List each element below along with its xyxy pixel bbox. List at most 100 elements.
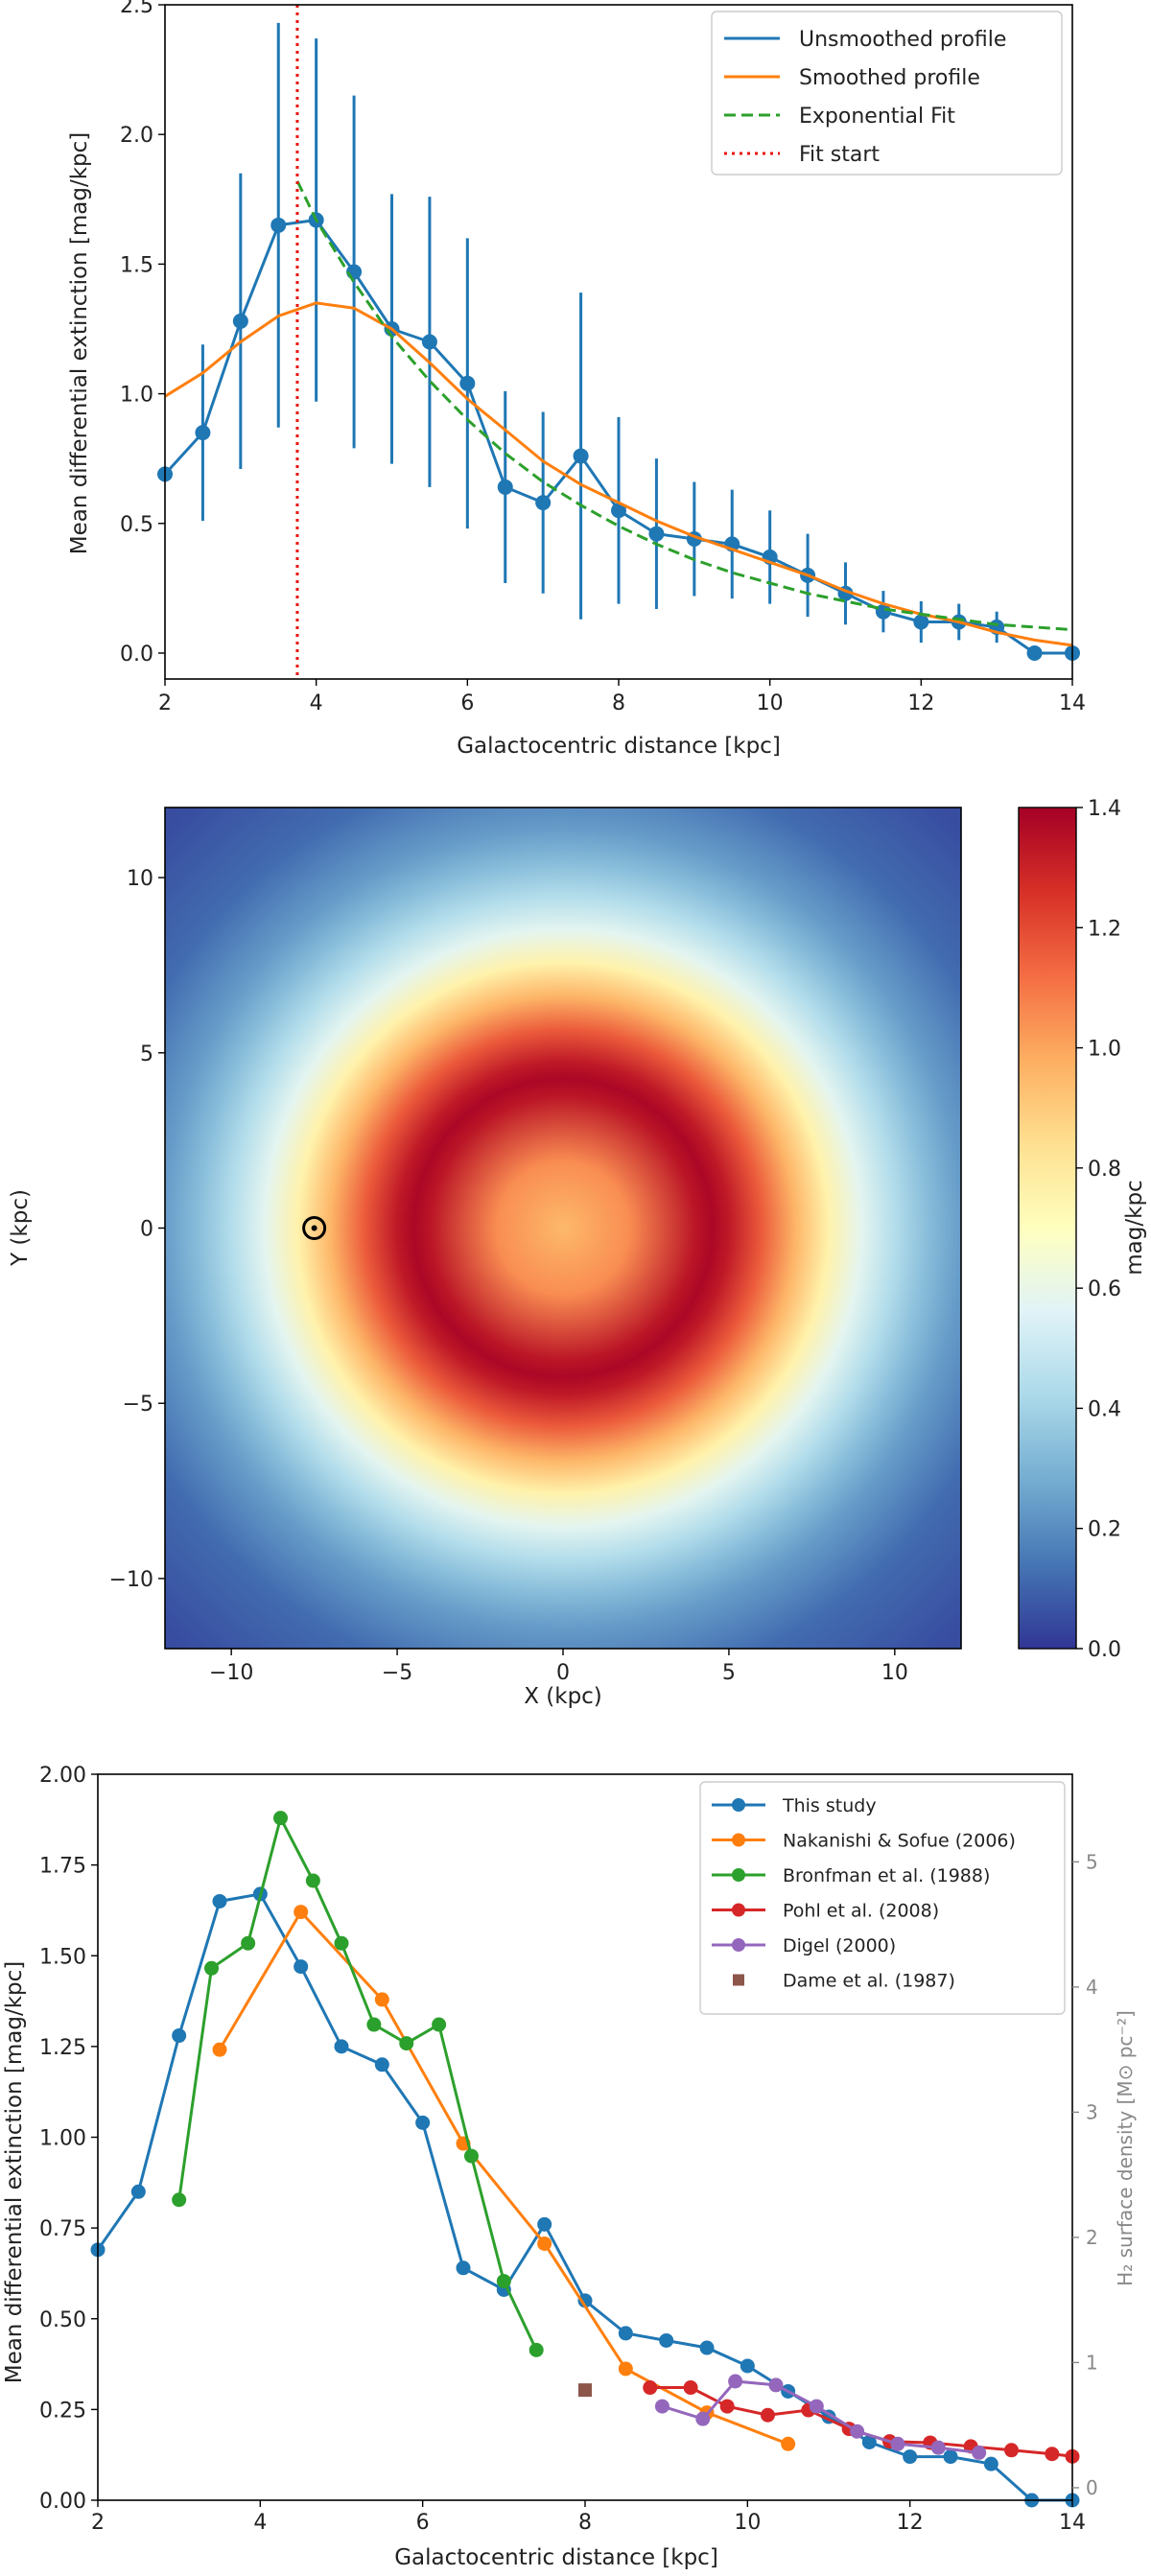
this-study-point — [577, 2293, 593, 2308]
x-tick-label: 10 — [757, 691, 784, 715]
comparison-legend: This study Nakanishi & Sofue (2006) Bronfm… — [699, 1781, 1066, 2015]
y-tick-label: 2.5 — [120, 0, 153, 18]
comparison-axes: 2 4 6 8 10 12 140.000.250.500.751.001.251.501.… — [39, 1764, 1098, 2535]
bronfman-et-al-1988-point — [334, 1935, 349, 1951]
legend-frame — [711, 11, 1063, 176]
right-y-tick-label: 1 — [1086, 2351, 1098, 2374]
this-study-point — [903, 2449, 918, 2465]
bronfman-et-al-1988-point — [496, 2274, 511, 2289]
y-tick-label: 0.50 — [39, 2308, 86, 2332]
dame-et-al-1987-point — [578, 2383, 592, 2398]
profile-chart: 2 4 6 8 10 12 14 0.0 0.5 1.0 1.5 2.0 2.5 Unsmoothed … — [67, 0, 1086, 759]
pohl-et-al-2008-point — [643, 2380, 658, 2396]
bronfman-et-al-1988-point — [432, 2017, 447, 2032]
bronfman-et-al-1988-point — [366, 2017, 382, 2032]
legend-pohl-et-al-2008-marker — [732, 1903, 745, 1917]
bronfman-et-al-1988-line — [177, 1814, 538, 2352]
digel-2000-point — [890, 2436, 905, 2451]
nakanishi-sofue-2006-point — [781, 2436, 796, 2451]
legend-nakanishi-sofue-2006-marker — [732, 1833, 745, 1847]
x-tick-label: 5 — [722, 1661, 736, 1685]
bronfman-et-al-1988-point — [204, 1960, 220, 1976]
legend-smoothed-profile-label: Smoothed profile — [799, 66, 980, 90]
colorbar-tick-label: 0.8 — [1088, 1158, 1121, 1182]
nakanishi-sofue-2006-point — [537, 2236, 552, 2251]
unsmoothed-profile-point — [573, 448, 589, 464]
exponential-fit-line — [295, 180, 1073, 632]
this-study-point — [740, 2358, 755, 2374]
colorbar — [1018, 807, 1077, 1650]
pohl-et-al-2008-point — [719, 2399, 735, 2414]
unsmoothed-profile-point — [459, 375, 476, 391]
right-y-tick-label: 4 — [1086, 1976, 1098, 1999]
pohl-et-al-2008-point — [1004, 2443, 1019, 2458]
this-study-point — [456, 2260, 471, 2276]
x-tick-label: 12 — [897, 2511, 924, 2535]
y-tick-label: 2.0 — [120, 124, 153, 148]
legend-unsmoothed-profile-label: Unsmoothed profile — [799, 28, 1006, 52]
y-tick-label: 0.00 — [39, 2490, 86, 2514]
y-tick-label: 0.5 — [120, 513, 153, 537]
nakanishi-sofue-2006-point — [618, 2361, 633, 2377]
map-y-axis-label: Y (kpc) — [8, 1189, 33, 1267]
x-tick-label: 2 — [91, 2511, 105, 2535]
x-tick-label: 12 — [907, 691, 934, 715]
this-study-point — [415, 2115, 431, 2130]
x-tick-label: 8 — [578, 2511, 592, 2535]
legend-dame-et-al-1987-label: Dame et al. (1987) — [783, 1971, 955, 1992]
this-study-point — [943, 2449, 958, 2465]
profile-legend: Unsmoothed profile Smoothed profile Expone… — [711, 11, 1063, 176]
digel-2000-point — [728, 2374, 743, 2389]
x-tick-label: −5 — [382, 1661, 412, 1685]
sun-marker-dot — [311, 1225, 317, 1231]
legend-exponential-fit-label: Exponential Fit — [799, 105, 955, 129]
pohl-et-al-2008-point — [683, 2380, 698, 2396]
pohl-et-al-2008-point — [1045, 2447, 1060, 2462]
digel-2000-point — [654, 2399, 669, 2414]
digel-2000-point — [809, 2399, 824, 2414]
extinction-map-chart: −10 −5 0 5 10 10 5 0 −5 −10 1.4 1.2 1.0 0.8 0.6 0.4 0.2… — [8, 797, 1147, 1709]
colorbar-tick-label: 1.4 — [1088, 797, 1121, 821]
colorbar-label: mag/kpc — [1122, 1180, 1147, 1275]
this-study-point — [699, 2340, 715, 2355]
nakanishi-sofue-2006-line — [218, 1909, 789, 2446]
profile-plot-area — [157, 5, 1080, 679]
unsmoothed-profile-point — [195, 425, 211, 441]
y-tick-label: 1.5 — [120, 253, 153, 277]
x-tick-label: 2 — [158, 691, 172, 715]
y-tick-label: 0.0 — [120, 643, 153, 667]
legend-bronfman-et-al-1988-marker — [732, 1868, 745, 1882]
colorbar-tick-label: 1.2 — [1088, 917, 1121, 941]
digel-2000-point — [768, 2377, 784, 2393]
x-tick-label: 0 — [556, 1661, 570, 1685]
comparison-y-axis-label: Mean differential extinction [mag/kpc] — [2, 1961, 27, 2384]
bronfman-et-al-1988-point — [305, 1873, 320, 1888]
profile-axes: 2 4 6 8 10 12 14 0.0 0.5 1.0 1.5 2.0 2.5 — [120, 0, 1086, 715]
profile-y-axis-label: Mean differential extinction [mag/kpc] — [67, 132, 92, 555]
unsmoothed-profile-point — [535, 495, 552, 511]
comparison-right-axis-label: H₂ surface density [M⊙ pc⁻²] — [1114, 2010, 1137, 2286]
legend-this-study-marker — [732, 1798, 745, 1812]
comparison-x-axis-label: Galactocentric distance [kpc] — [394, 2545, 718, 2570]
bronfman-et-al-1988-point — [241, 1935, 256, 1951]
unsmoothed-profile-point — [270, 217, 287, 233]
y-tick-label: 1.00 — [39, 2127, 86, 2151]
nakanishi-sofue-2006-point — [374, 1992, 389, 2007]
x-tick-label: 4 — [310, 691, 323, 715]
right-y-tick-label: 5 — [1086, 1850, 1098, 1873]
unsmoothed-profile-point — [611, 503, 626, 519]
x-tick-label: 14 — [1059, 2511, 1086, 2535]
legend-digel-2000-label: Digel (2000) — [783, 1935, 896, 1956]
bronfman-et-al-1988-point — [529, 2342, 544, 2357]
x-tick-label: 10 — [734, 2511, 761, 2535]
right-y-tick-label: 3 — [1086, 2100, 1098, 2123]
sun-marker-ring — [302, 1216, 327, 1240]
comparison-plot-area — [90, 1811, 1080, 2508]
pohl-et-al-2008-point — [761, 2407, 775, 2423]
bronfman-et-al-1988-point — [172, 2192, 187, 2208]
y-tick-label: 1.75 — [39, 1855, 86, 1879]
x-tick-label: 6 — [460, 691, 474, 715]
y-tick-label: 1.25 — [39, 2036, 86, 2060]
y-tick-label: 0.25 — [39, 2399, 86, 2423]
unsmoothed-profile-point — [875, 603, 891, 620]
